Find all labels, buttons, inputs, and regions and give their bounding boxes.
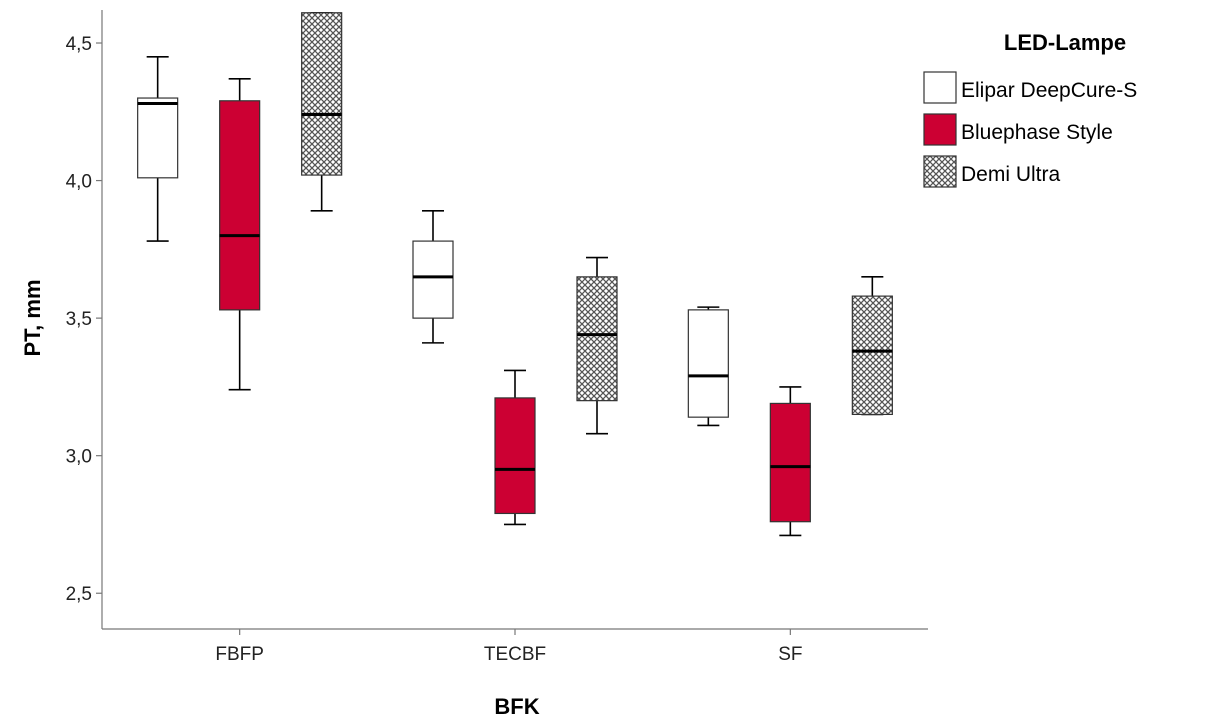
- legend-swatch: [923, 71, 957, 104]
- box-bluephase-style-fbfp: [219, 77, 261, 391]
- legend-label: Elipar DeepCure-S: [961, 79, 1137, 102]
- legend-label: Demi Ultra: [961, 163, 1060, 186]
- legend-item-demi-ultra: Demi Ultra: [923, 155, 1060, 188]
- y-tick-label: 4,5: [66, 34, 92, 55]
- box-demi-ultra-tecbf: [576, 256, 618, 435]
- box-elipar-deepcure-s-tecbf: [412, 210, 454, 344]
- box-iqr: [769, 402, 811, 523]
- y-tick-label: 4,0: [66, 172, 92, 193]
- legend-item-bluephase-style: Bluephase Style: [923, 113, 1113, 146]
- legend-swatch: [923, 155, 957, 188]
- y-tick-label: 2,5: [66, 584, 92, 605]
- box-iqr: [576, 276, 618, 402]
- box-demi-ultra-sf: [851, 276, 893, 416]
- x-tick-label: TECBF: [484, 644, 546, 665]
- x-tick-label: SF: [778, 644, 802, 665]
- legend: LED-Lampe Elipar DeepCure-S Bluephase Sty…: [923, 30, 1137, 188]
- x-tick-label: FBFP: [215, 644, 264, 665]
- legend-swatch: [923, 113, 957, 146]
- y-tick-label: 3,0: [66, 447, 92, 468]
- box-iqr: [687, 309, 729, 418]
- box-bluephase-style-sf: [769, 386, 811, 537]
- y-tick-label: 3,5: [66, 309, 92, 330]
- axes: 2,5 3,0 3,5 4,0 4,5 FBFP TECBF SF: [66, 10, 928, 665]
- box-elipar-deepcure-s-sf: [687, 306, 729, 427]
- box-iqr: [137, 97, 179, 179]
- plot-area: [137, 11, 893, 537]
- box-bluephase-style-tecbf: [494, 369, 536, 526]
- y-axis-title: PT, mm: [20, 279, 45, 356]
- box-iqr: [219, 100, 261, 311]
- legend-title: LED-Lampe: [1004, 30, 1126, 55]
- box-iqr: [301, 12, 343, 176]
- x-axis-title: BFK: [494, 694, 539, 719]
- box-iqr: [851, 295, 893, 416]
- box-iqr: [494, 397, 536, 515]
- box-demi-ultra-fbfp: [301, 11, 343, 212]
- legend-label: Bluephase Style: [961, 121, 1113, 144]
- box-iqr: [412, 240, 454, 319]
- box-elipar-deepcure-s-fbfp: [137, 55, 179, 242]
- legend-item-elipar-deepcure-s: Elipar DeepCure-S: [923, 71, 1137, 104]
